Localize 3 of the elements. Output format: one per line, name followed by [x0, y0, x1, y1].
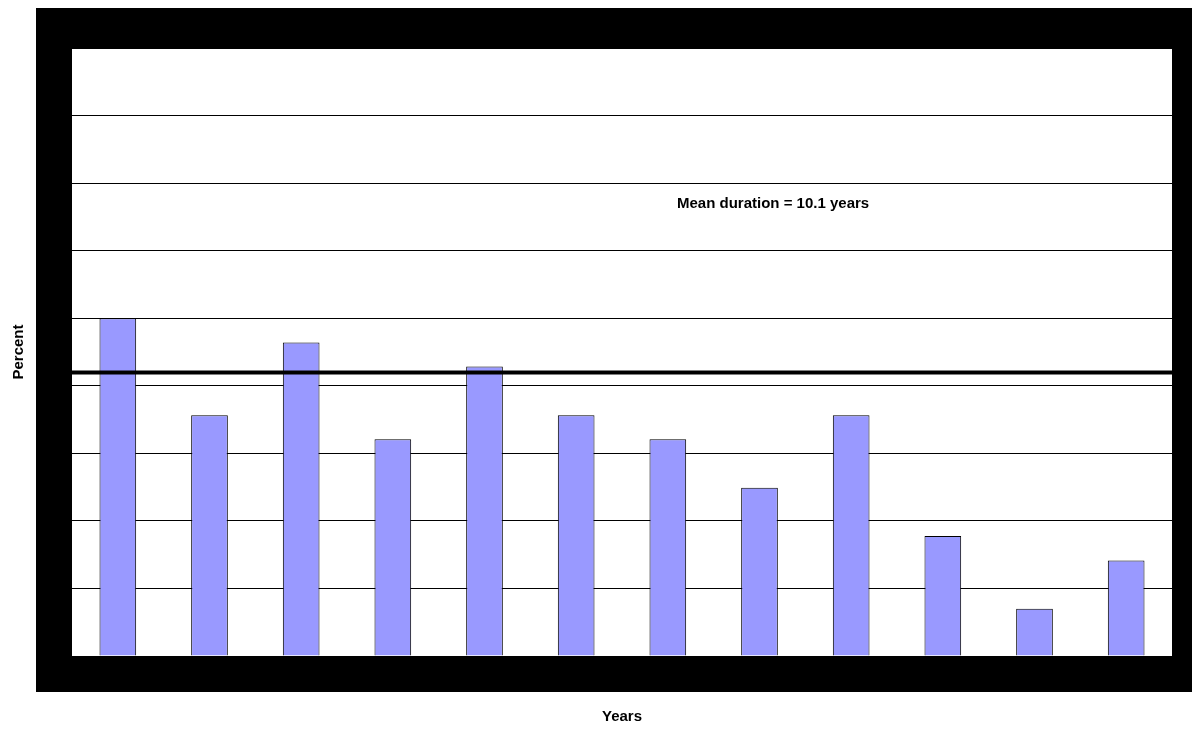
- text: Mean duration = 10.1 years: [677, 194, 870, 211]
- x-axis-title: Years: [601, 707, 643, 725]
- y-axis-title: Percent: [9, 324, 27, 380]
